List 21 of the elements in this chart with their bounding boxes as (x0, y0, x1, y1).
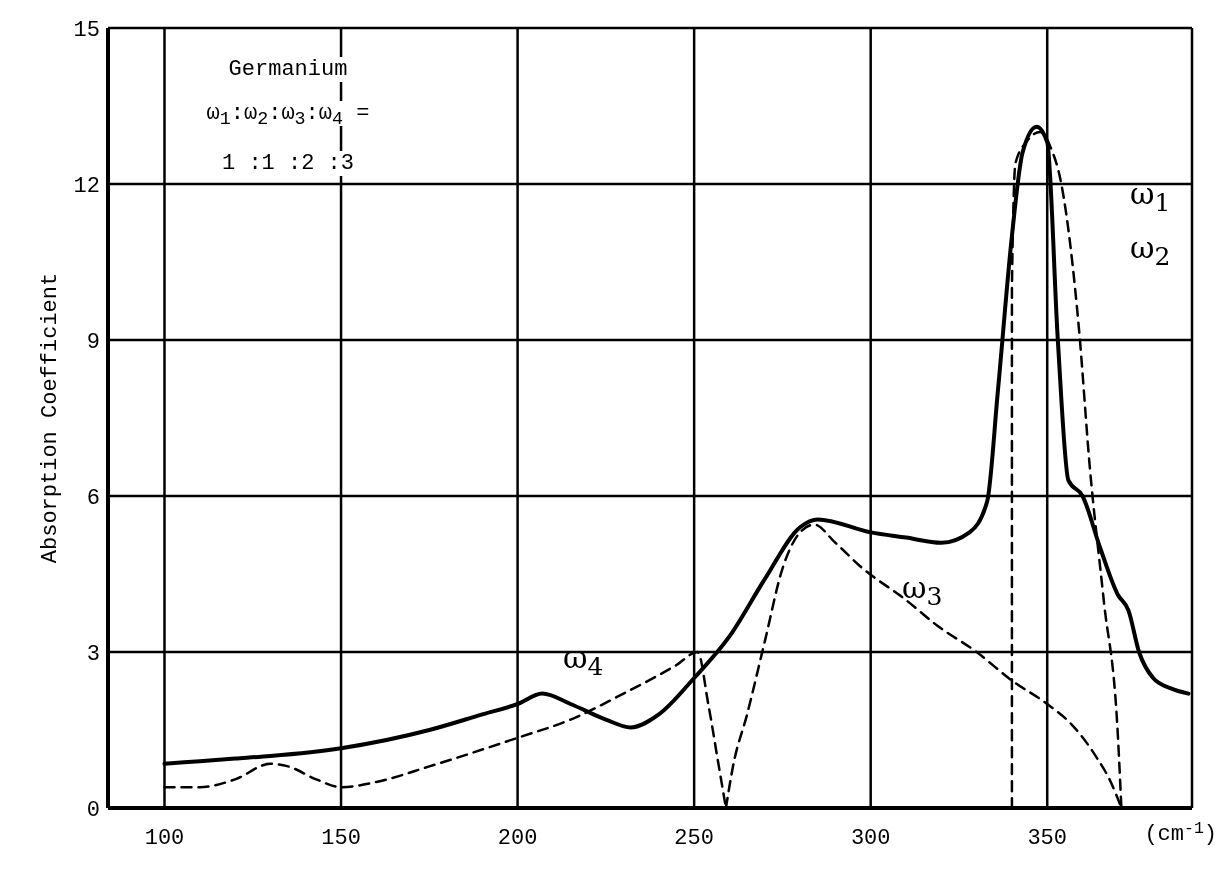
y-tick-label: 15 (73, 17, 100, 43)
annotation: ω$_{3}$ (902, 570, 943, 611)
y-tick-label: 9 (86, 329, 100, 355)
y-tick-label: 0 (86, 797, 100, 823)
annotation: Germanium (224, 57, 352, 82)
x-tick-label: 300 (850, 825, 891, 851)
x-tick-label: 150 (321, 825, 361, 851)
annotation: 1 :1 :2 :3 (217, 151, 359, 177)
x-tick-label: 100 (144, 825, 185, 851)
y-axis-title: Absorption Coefficient (37, 272, 63, 564)
annotation: ω$_{2}$ (1130, 230, 1171, 271)
x-tick-label: 350 (1027, 825, 1068, 851)
y-tick-label: 12 (73, 173, 100, 199)
annotation: ω$_{1}$ (1130, 176, 1171, 217)
y-tick-label: 6 (86, 485, 100, 511)
text: ω$_{1}$:ω$_{2}$:ω$_{3}$:ω$_{4}$ = (206, 101, 370, 131)
x-axis-title: (cm$^{-1}$) (1144, 819, 1217, 847)
x-tick-label: 250 (674, 825, 714, 851)
y-tick-label: 3 (86, 641, 100, 667)
x-tick-label: 200 (497, 825, 538, 851)
annotation: ω$_{4}$ (563, 640, 604, 681)
